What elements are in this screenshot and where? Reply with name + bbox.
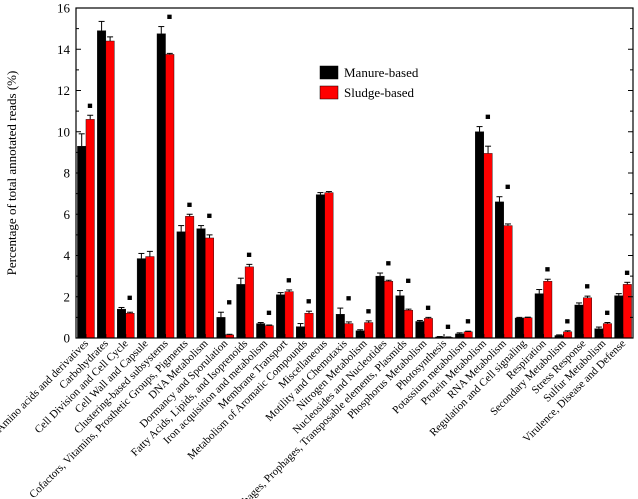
bar-sludge — [602, 323, 612, 339]
significance-marker: ■ — [366, 306, 371, 316]
bar-sludge — [483, 153, 493, 339]
y-axis-title: Percentage of total annotated reads (%) — [4, 71, 19, 276]
bar-manure — [395, 295, 405, 339]
significance-marker: ■ — [545, 264, 550, 274]
bar-sludge — [423, 318, 433, 339]
significance-marker: ■ — [445, 322, 450, 332]
bar-manure — [97, 30, 107, 339]
significance-marker: ■ — [226, 297, 231, 307]
bar-sludge — [105, 40, 115, 339]
error-bars-layer — [78, 20, 631, 338]
legend-label-sludge: Sludge-based — [344, 85, 415, 100]
y-tick-label: 10 — [57, 124, 70, 139]
bar-manure — [335, 314, 345, 339]
y-tick-label: 2 — [64, 289, 71, 304]
bar-manure — [475, 131, 485, 339]
bar-sludge — [244, 266, 254, 339]
significance-marker: ■ — [246, 249, 251, 259]
bar-manure — [276, 294, 286, 339]
y-tick-label: 0 — [64, 331, 71, 346]
legend-label-manure: Manure-based — [344, 65, 419, 80]
bar-manure — [156, 33, 166, 339]
bar-manure — [594, 328, 604, 339]
bar-manure — [117, 308, 126, 339]
bar-sludge — [404, 309, 413, 339]
bar-sludge — [264, 325, 274, 339]
bar-manure — [77, 145, 87, 339]
bar-manure — [355, 330, 365, 339]
bar-manure — [574, 304, 584, 339]
significance-marker: ■ — [346, 293, 351, 303]
significance-marker: ■ — [207, 211, 212, 221]
legend-swatch-sludge — [319, 85, 339, 100]
y-tick-label: 16 — [57, 1, 71, 16]
bar-sludge — [563, 331, 573, 339]
bar-manure — [176, 231, 186, 339]
significance-marker: ■ — [306, 296, 311, 306]
significance-marker: ■ — [565, 316, 570, 326]
bar-manure — [315, 194, 325, 339]
bar-sludge — [523, 317, 533, 339]
bar-manure — [136, 258, 146, 339]
bar-sludge — [503, 225, 513, 339]
bar-sludge — [583, 297, 592, 339]
significance-marker: ■ — [386, 258, 391, 268]
bar-sludge — [384, 281, 394, 339]
bar-manure — [494, 201, 504, 339]
bar-sludge — [543, 281, 553, 339]
bar-sludge — [185, 216, 195, 339]
significance-marker: ■ — [167, 12, 172, 22]
significance-marker: ■ — [127, 292, 132, 302]
bar-manure — [534, 293, 544, 339]
y-tick-label: 14 — [57, 42, 71, 57]
bar-sludge — [85, 119, 95, 339]
bar-manure — [296, 326, 305, 339]
significance-marker: ■ — [465, 316, 470, 326]
significance-marker: ■ — [485, 112, 490, 122]
bar-sludge — [463, 331, 473, 339]
bar-sludge — [324, 192, 334, 339]
bar-sludge — [145, 256, 155, 339]
significance-marker: ■ — [624, 267, 629, 277]
bar-manure — [375, 275, 385, 339]
bar-sludge — [284, 291, 294, 339]
bar-manure — [614, 295, 624, 339]
bar-manure — [415, 321, 425, 339]
bar-sludge — [304, 313, 314, 339]
bar-sludge — [165, 54, 175, 339]
significance-marker: ■ — [286, 275, 291, 285]
y-tick-label: 4 — [64, 248, 71, 263]
bar-sludge — [205, 237, 215, 339]
x-axis: Amino acids and derivativesCarbohydrates… — [0, 334, 628, 499]
bar-manure — [514, 317, 524, 339]
bar-manure — [196, 228, 206, 339]
legend-swatch-manure — [319, 65, 339, 80]
significance-marker: ■ — [187, 199, 192, 209]
significance-marker: ■ — [604, 308, 609, 318]
y-tick-label: 6 — [64, 207, 71, 222]
legend: Manure-based Sludge-based — [319, 65, 419, 100]
significance-marker: ■ — [585, 281, 590, 291]
significance-markers-layer: ■ ■ ■ ■ ■ ■ ■ ■ ■ ■ ■ ■ ■ ■ ■ ■ ■ ■ ■ ■ ■ ■ ■ ■ — [87, 12, 630, 332]
y-tick-label: 12 — [57, 83, 70, 98]
bar-sludge — [344, 323, 354, 339]
significance-marker: ■ — [425, 302, 430, 312]
significance-marker: ■ — [266, 308, 271, 318]
bar-sludge — [125, 313, 135, 339]
bar-manure — [216, 317, 226, 339]
bar-manure — [256, 323, 266, 339]
significance-marker: ■ — [505, 182, 510, 192]
bar-sludge — [622, 284, 632, 339]
y-axis: 0 2 4 6 8 10 12 14 16 — [57, 1, 633, 346]
y-tick-label: 8 — [64, 166, 71, 181]
bar-sludge — [364, 322, 374, 339]
significance-marker: ■ — [87, 100, 92, 110]
significance-marker: ■ — [406, 276, 411, 286]
bars-layer — [77, 30, 632, 339]
bar-manure — [236, 284, 246, 339]
